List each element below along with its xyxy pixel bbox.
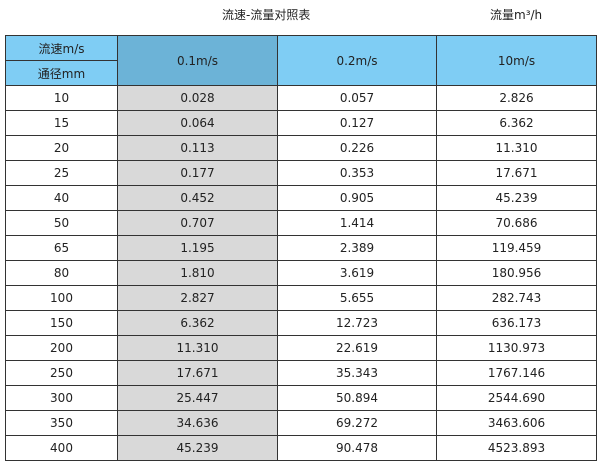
flow-cell: 35.343 [277,360,437,386]
flow-cell: 12.723 [277,310,437,336]
flow-cell: 2544.690 [436,385,597,411]
flow-cell: 1.810 [117,260,278,286]
column-header[interactable]: 10m/s [436,35,597,86]
flow-cell: 119.459 [436,235,597,261]
table-row: 15 0.064 0.127 6.362 [5,110,597,136]
flow-cell: 6.362 [436,110,597,136]
diameter-cell: 300 [5,385,118,411]
diameter-cell: 50 [5,210,118,236]
table-row: 40 0.452 0.905 45.239 [5,185,597,211]
flow-cell: 0.064 [117,110,278,136]
table-row: 250 17.671 35.343 1767.146 [5,360,597,386]
flow-cell: 1767.146 [436,360,597,386]
flow-cell: 45.239 [436,185,597,211]
diameter-cell: 100 [5,285,118,311]
flow-cell: 1.195 [117,235,278,261]
diameter-cell: 65 [5,235,118,261]
flow-cell: 0.113 [117,135,278,161]
flow-cell: 11.310 [117,335,278,361]
flow-cell: 5.655 [277,285,437,311]
diameter-cell: 350 [5,410,118,436]
flow-cell: 90.478 [277,435,437,461]
table-row: 50 0.707 1.414 70.686 [5,210,597,236]
table-row: 10 0.028 0.057 2.826 [5,85,597,111]
flow-cell: 22.619 [277,335,437,361]
flow-cell: 4523.893 [436,435,597,461]
flow-cell: 1.414 [277,210,437,236]
table-row: 350 34.636 69.272 3463.606 [5,410,597,436]
flow-cell: 3.619 [277,260,437,286]
diameter-cell: 25 [5,160,118,186]
table-title: 流速-流量对照表 [222,8,311,22]
diameter-cell: 15 [5,110,118,136]
flow-cell: 69.272 [277,410,437,436]
unit-label: 流量m³/h [490,8,543,22]
flow-cell: 25.447 [117,385,278,411]
diameter-cell: 40 [5,185,118,211]
table-row: 100 2.827 5.655 282.743 [5,285,597,311]
flow-cell: 0.905 [277,185,437,211]
flow-cell: 34.636 [117,410,278,436]
table-row: 80 1.810 3.619 180.956 [5,260,597,286]
table-row: 20 0.113 0.226 11.310 [5,135,597,161]
table-row: 200 11.310 22.619 1130.973 [5,335,597,361]
flow-cell: 70.686 [436,210,597,236]
flow-table: 流速m/s 0.1m/s 0.2m/s 10m/s 通径mm 10 0.028 0.… [5,35,597,461]
flow-cell: 0.028 [117,85,278,111]
flow-cell: 0.707 [117,210,278,236]
flow-cell: 180.956 [436,260,597,286]
flow-cell: 17.671 [117,360,278,386]
diameter-cell: 20 [5,135,118,161]
column-header[interactable]: 0.2m/s [277,35,437,86]
flow-cell: 2.827 [117,285,278,311]
diameter-cell: 250 [5,360,118,386]
flow-cell: 0.452 [117,185,278,211]
flow-cell: 2.826 [436,85,597,111]
diameter-cell: 150 [5,310,118,336]
column-header[interactable]: 0.1m/s [117,35,278,86]
table-row: 400 45.239 90.478 4523.893 [5,435,597,461]
flow-cell: 1130.973 [436,335,597,361]
flow-cell: 45.239 [117,435,278,461]
velocity-header: 流速m/s [5,35,118,61]
flow-cell: 282.743 [436,285,597,311]
flow-cell: 11.310 [436,135,597,161]
diameter-cell: 400 [5,435,118,461]
diameter-cell: 10 [5,85,118,111]
table-row: 65 1.195 2.389 119.459 [5,235,597,261]
flow-cell: 0.177 [117,160,278,186]
flow-cell: 17.671 [436,160,597,186]
flow-cell: 0.057 [277,85,437,111]
diameter-header: 通径mm [5,60,118,86]
diameter-cell: 200 [5,335,118,361]
flow-cell: 0.127 [277,110,437,136]
table-row: 25 0.177 0.353 17.671 [5,160,597,186]
table-row: 150 6.362 12.723 636.173 [5,310,597,336]
flow-cell: 636.173 [436,310,597,336]
flow-cell: 0.353 [277,160,437,186]
flow-cell: 6.362 [117,310,278,336]
table-row: 300 25.447 50.894 2544.690 [5,385,597,411]
flow-cell: 50.894 [277,385,437,411]
flow-cell: 0.226 [277,135,437,161]
flow-cell: 2.389 [277,235,437,261]
flow-cell: 3463.606 [436,410,597,436]
diameter-cell: 80 [5,260,118,286]
